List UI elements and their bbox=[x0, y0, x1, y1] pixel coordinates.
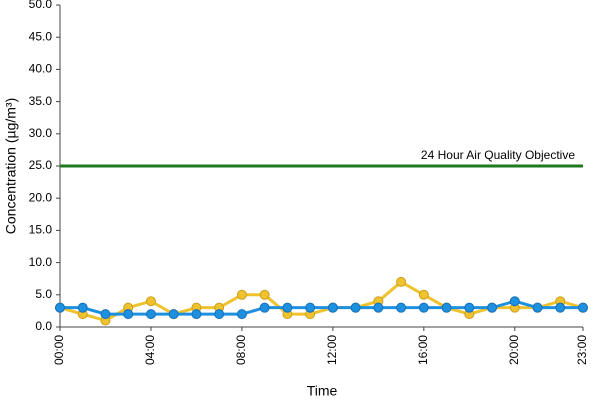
x-tick-label: 16:00 bbox=[416, 335, 430, 365]
y-tick-label: 0.0 bbox=[35, 319, 52, 333]
data-point bbox=[578, 302, 588, 313]
y-tick-label: 50.0 bbox=[29, 0, 53, 11]
data-point bbox=[441, 302, 452, 313]
y-tick-label: 20.0 bbox=[29, 190, 53, 204]
y-axis-label: Concentration (µg/m³) bbox=[3, 98, 19, 234]
data-point bbox=[487, 302, 498, 313]
data-point bbox=[418, 289, 429, 300]
x-tick-label: 00:00 bbox=[52, 335, 66, 365]
data-point bbox=[350, 302, 361, 313]
y-tick-label: 45.0 bbox=[29, 29, 53, 43]
y-tick-label: 5.0 bbox=[35, 287, 52, 301]
data-point bbox=[259, 289, 270, 300]
data-point bbox=[282, 302, 293, 313]
data-point bbox=[145, 309, 156, 320]
data-point bbox=[168, 309, 179, 320]
data-point bbox=[214, 309, 225, 320]
data-point bbox=[555, 302, 566, 313]
data-point bbox=[55, 302, 65, 313]
x-tick-label: 23:00 bbox=[575, 335, 589, 365]
data-point bbox=[236, 309, 247, 320]
data-point bbox=[145, 296, 156, 307]
data-point bbox=[123, 309, 134, 320]
objective-label: 24 Hour Air Quality Objective bbox=[421, 148, 575, 162]
data-point bbox=[396, 276, 407, 287]
x-axis-label: Time bbox=[307, 383, 338, 399]
y-tick-label: 35.0 bbox=[29, 94, 53, 108]
data-point bbox=[532, 302, 543, 313]
x-tick-label: 08:00 bbox=[234, 335, 248, 365]
data-point bbox=[464, 302, 475, 313]
data-point bbox=[305, 302, 316, 313]
data-point bbox=[418, 302, 429, 313]
data-point bbox=[509, 296, 520, 307]
x-tick-label: 20:00 bbox=[507, 335, 521, 365]
y-tick-label: 30.0 bbox=[29, 126, 53, 140]
data-point bbox=[373, 302, 384, 313]
x-tick-label: 12:00 bbox=[325, 335, 339, 365]
y-tick-label: 15.0 bbox=[29, 223, 53, 237]
data-point bbox=[327, 302, 338, 313]
data-point bbox=[77, 302, 88, 313]
x-tick-label: 04:00 bbox=[143, 335, 157, 365]
data-point bbox=[259, 302, 270, 313]
y-tick-label: 25.0 bbox=[29, 158, 53, 172]
data-point bbox=[396, 302, 407, 313]
y-tick-label: 40.0 bbox=[29, 62, 53, 76]
y-tick-label: 10.0 bbox=[29, 255, 53, 269]
data-point bbox=[236, 289, 247, 300]
data-point bbox=[191, 309, 202, 320]
data-point bbox=[100, 309, 111, 320]
